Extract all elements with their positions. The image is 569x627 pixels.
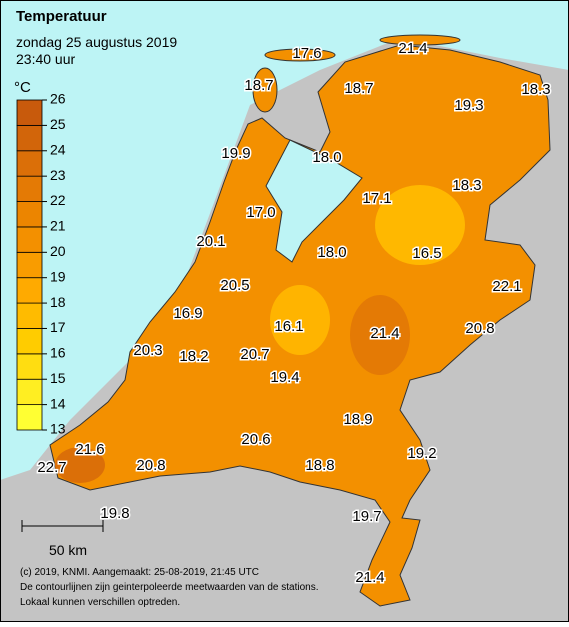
- legend-tick-label: 13: [50, 421, 66, 437]
- footer-text: De contourlijnen zijn geinterpoleerde me…: [20, 582, 319, 593]
- legend-band: [16, 251, 43, 279]
- station-value: 18.7: [244, 77, 273, 94]
- station-value: 18.2: [179, 348, 208, 365]
- legend-tick-label: 17: [50, 319, 66, 335]
- legend-band: [16, 302, 43, 329]
- warm-area: [55, 447, 105, 483]
- station-value: 19.4: [270, 369, 299, 386]
- legend-band: [16, 201, 43, 228]
- time: 23:40 uur: [16, 51, 75, 67]
- station-value: 20.1: [196, 233, 225, 250]
- warm-area: [350, 295, 410, 375]
- station-value: 18.3: [521, 81, 550, 98]
- footer-text: (c) 2019, KNMI. Aangemaakt: 25-08-2019, …: [20, 567, 259, 578]
- island: [379, 34, 461, 46]
- station-value: 20.3: [133, 342, 162, 359]
- station-value: 17.6: [292, 45, 321, 62]
- legend-tick-label: 14: [50, 395, 66, 411]
- station-value: 20.8: [136, 457, 165, 474]
- station-value: 20.7: [240, 346, 269, 363]
- island: [264, 48, 336, 62]
- title: Temperatuur: [16, 8, 107, 25]
- cool-area: [270, 285, 330, 355]
- station-value: 17.0: [246, 204, 275, 221]
- legend-tick-label: 23: [50, 167, 66, 183]
- legend-tick-label: 21: [50, 218, 66, 234]
- legend-tick-label: 24: [50, 141, 66, 157]
- legend-tick-label: 22: [50, 192, 66, 208]
- date: zondag 25 augustus 2019: [16, 34, 177, 50]
- legend-tick-label: 26: [50, 91, 66, 107]
- station-value: 18.7: [344, 80, 373, 97]
- station-value: 20.8: [465, 320, 494, 337]
- legend-band: [16, 175, 43, 202]
- station-value: 17.1: [362, 190, 391, 207]
- station-value: 16.1: [274, 318, 303, 335]
- station-value: 19.3: [454, 97, 483, 114]
- station-value: 18.0: [317, 244, 346, 261]
- station-value: 16.9: [173, 305, 202, 322]
- ijsselmeer: [265, 139, 363, 263]
- station-value: 21.4: [355, 569, 384, 586]
- legend-tick-label: 25: [50, 116, 66, 132]
- station-value: 19.9: [221, 145, 250, 162]
- station-value: 16.5: [412, 245, 441, 262]
- unit: °C: [14, 79, 31, 96]
- island: [252, 67, 278, 113]
- footer-text: Lokaal kunnen verschillen optreden.: [20, 597, 180, 608]
- station-value: 21.4: [398, 40, 427, 57]
- legend-tick-label: 15: [50, 370, 66, 386]
- legend-tick-label: 20: [50, 243, 66, 259]
- station-value: 22.1: [492, 278, 521, 295]
- legend-tick-label: 19: [50, 268, 66, 284]
- scale-label: 50 km: [49, 542, 87, 558]
- legend-band: [16, 378, 43, 406]
- station-value: 18.9: [343, 411, 372, 428]
- cool-area: [375, 185, 465, 265]
- station-value: 18.0: [312, 149, 341, 166]
- station-value: 21.6: [75, 441, 104, 458]
- station-value: 19.7: [352, 508, 381, 525]
- station-value: 19.2: [407, 445, 436, 462]
- legend-tick-label: 16: [50, 345, 66, 361]
- station-value: 18.8: [305, 457, 334, 474]
- sea: [0, 0, 569, 480]
- legend-band: [16, 404, 43, 431]
- legend-band: [16, 99, 43, 126]
- legend-band: [16, 124, 43, 152]
- legend-band: [16, 277, 43, 304]
- legend-band: [16, 226, 43, 253]
- legend-band: [16, 353, 43, 380]
- legend-tick-label: 18: [50, 294, 66, 310]
- station-value: 20.5: [220, 277, 249, 294]
- station-value: 22.7: [37, 459, 66, 476]
- legend-band: [16, 150, 43, 177]
- station-value: 19.8: [100, 505, 129, 522]
- station-value: 21.4: [370, 325, 399, 342]
- station-value: 18.3: [452, 177, 481, 194]
- legend-band: [16, 328, 43, 355]
- station-value: 20.6: [241, 431, 270, 448]
